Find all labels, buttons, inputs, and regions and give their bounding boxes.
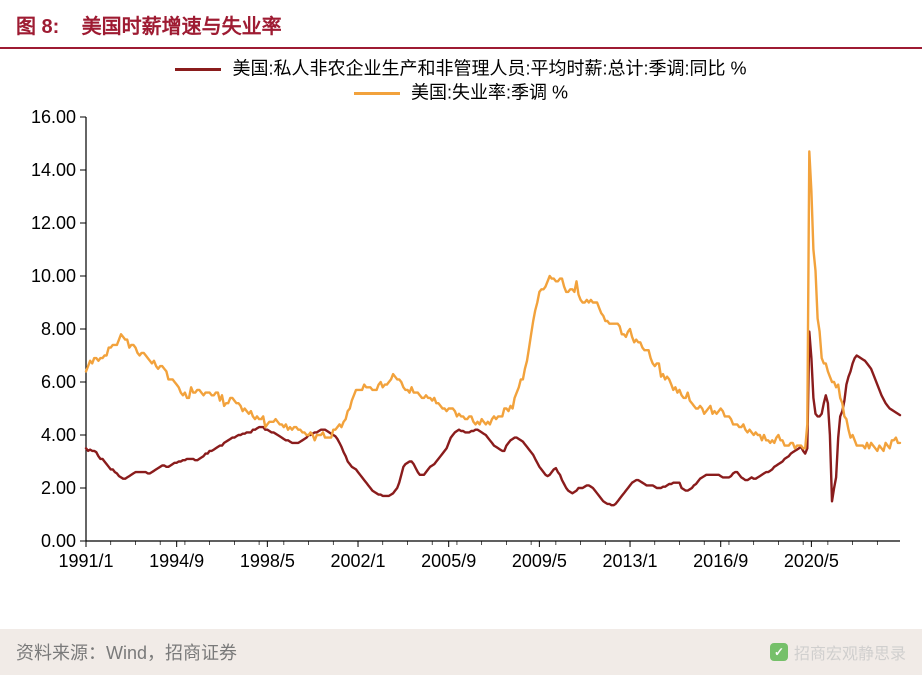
svg-text:1994/9: 1994/9 [149,551,204,571]
svg-text:10.00: 10.00 [31,266,76,286]
legend-item-0: 美国:私人非农企业生产和非管理人员:平均时薪:总计:季调:同比 % [8,57,914,81]
chart-container: 美国:私人非农企业生产和非管理人员:平均时薪:总计:季调:同比 % 美国:失业率… [0,49,922,593]
svg-text:8.00: 8.00 [41,319,76,339]
legend-label-0: 美国:私人非农企业生产和非管理人员:平均时薪:总计:季调:同比 % [233,59,747,79]
wechat-icon: ✓ [770,643,788,661]
legend-swatch-1 [354,92,400,95]
legend-swatch-0 [175,68,221,71]
svg-text:16.00: 16.00 [31,109,76,127]
legend-item-1: 美国:失业率:季调 % [8,81,914,105]
svg-text:4.00: 4.00 [41,425,76,445]
svg-text:6.00: 6.00 [41,372,76,392]
svg-text:2020/5: 2020/5 [784,551,839,571]
line-chart: 0.00 2.00 4.00 6.00 8.00 10.00 12.00 14.00 16.00… [8,109,908,589]
watermark-text: 招商宏观静思录 [794,640,906,664]
svg-text:14.00: 14.00 [31,160,76,180]
legend-label-1: 美国:失业率:季调 % [411,82,568,102]
svg-text:2005/9: 2005/9 [421,551,476,571]
legend: 美国:私人非农企业生产和非管理人员:平均时薪:总计:季调:同比 % 美国:失业率… [8,55,914,109]
svg-text:2016/9: 2016/9 [693,551,748,571]
source-label: 资料来源：Wind，招商证券 [16,639,237,665]
title-prefix: 图 8: [16,16,59,38]
svg-text:2009/5: 2009/5 [512,551,567,571]
svg-text:0.00: 0.00 [41,531,76,551]
svg-text:2.00: 2.00 [41,478,76,498]
svg-text:1991/1: 1991/1 [58,551,113,571]
footer: 资料来源：Wind，招商证券 ✓ 招商宏观静思录 [0,629,922,675]
svg-text:2002/1: 2002/1 [330,551,385,571]
svg-text:12.00: 12.00 [31,213,76,233]
svg-text:2013/1: 2013/1 [603,551,658,571]
title-text: 美国时薪增速与失业率 [82,16,282,38]
svg-text:1998/5: 1998/5 [240,551,295,571]
watermark: ✓ 招商宏观静思录 [770,640,906,664]
figure-title: 图 8: 美国时薪增速与失业率 [0,0,922,49]
